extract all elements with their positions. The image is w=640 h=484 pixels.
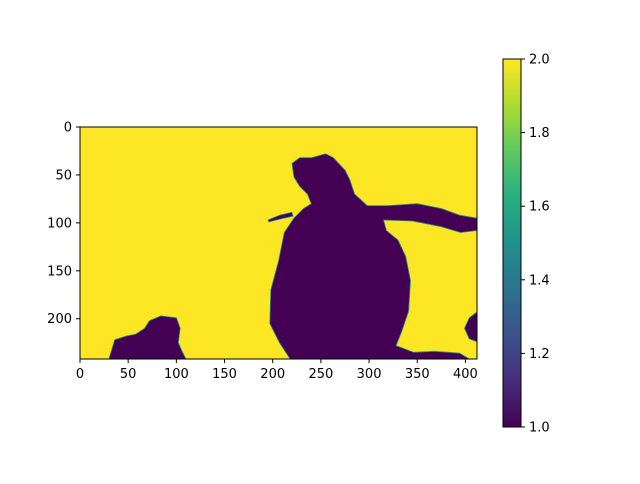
heatmap-region [464, 311, 477, 343]
x-tick-label: 50 [120, 367, 137, 382]
y-axis: 0 50 100 150 200 [47, 121, 80, 327]
y-tick-label: 100 [47, 216, 72, 231]
colorbar-tick-label: 1.0 [529, 421, 550, 436]
y-tick-label: 50 [55, 168, 72, 183]
x-tick-label: 400 [453, 367, 478, 382]
colorbar-tick-label: 1.6 [529, 200, 550, 215]
colorbar-frame [502, 58, 522, 428]
x-tick-label: 300 [357, 367, 382, 382]
x-tick-label: 150 [212, 367, 237, 382]
colorbar: 1.0 1.2 1.4 1.6 1.8 2.0 [502, 53, 550, 436]
x-tick-label: 0 [76, 367, 84, 382]
plot-frame [79, 126, 478, 360]
colorbar-tick-label: 1.2 [529, 347, 550, 362]
colorbar-gradient [503, 59, 521, 427]
heatmap-regions [108, 153, 477, 359]
heatmap-region [267, 211, 294, 223]
plot-area [79, 126, 478, 360]
y-tick-label: 150 [47, 264, 72, 279]
x-tick-label: 200 [260, 367, 285, 382]
heatmap-region [269, 153, 477, 359]
x-axis: 0 50 100 150 200 250 300 350 400 [76, 359, 478, 382]
x-tick-label: 250 [308, 367, 333, 382]
y-tick-label: 0 [64, 121, 72, 136]
colorbar-tick-label: 1.8 [529, 126, 550, 141]
colorbar-tick-label: 1.4 [529, 273, 550, 288]
y-tick-label: 200 [47, 312, 72, 327]
x-tick-label: 100 [164, 367, 189, 382]
x-tick-label: 350 [405, 367, 430, 382]
heatmap-region [108, 315, 187, 359]
colorbar-tick-label: 2.0 [529, 53, 550, 68]
